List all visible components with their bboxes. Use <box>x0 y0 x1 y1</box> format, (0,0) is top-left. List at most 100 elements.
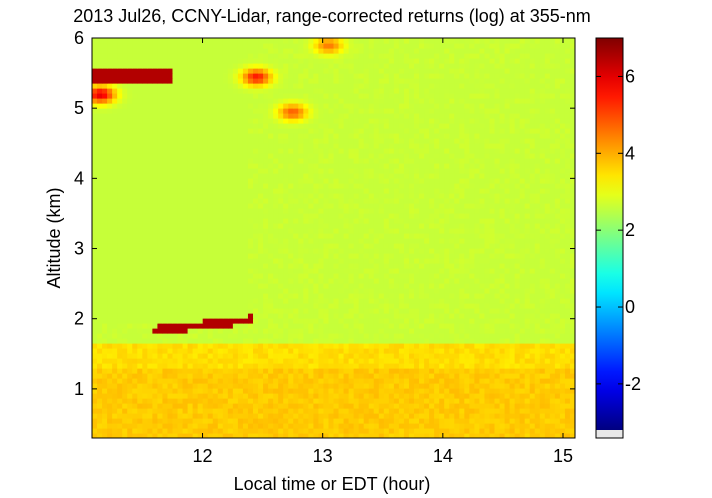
heatmap-cell <box>303 408 309 414</box>
heatmap-cell <box>559 408 566 414</box>
heatmap-cell <box>117 268 123 274</box>
heatmap-cell <box>363 183 370 189</box>
heatmap-cell <box>278 228 284 234</box>
heatmap-cell <box>474 213 481 219</box>
heatmap-cell <box>197 423 204 429</box>
heatmap-cell <box>434 268 440 274</box>
heatmap-cell <box>253 223 259 229</box>
heatmap-cell <box>117 348 123 354</box>
heatmap-cell <box>514 243 521 249</box>
heatmap-cell <box>489 258 496 264</box>
heatmap-cell <box>434 238 440 244</box>
heatmap-cell <box>172 213 179 219</box>
heatmap-cell <box>378 268 385 274</box>
heatmap-cell <box>142 208 148 214</box>
heatmap-cell <box>308 313 314 319</box>
heatmap-cell <box>529 188 536 194</box>
heatmap-cell <box>328 308 335 314</box>
heatmap-cell <box>172 278 179 284</box>
heatmap-cell <box>569 368 575 374</box>
heatmap-cell <box>102 263 108 269</box>
heatmap-cell <box>559 323 566 329</box>
heatmap-cell <box>102 268 108 274</box>
heatmap-cell <box>554 268 561 274</box>
heatmap-cell <box>459 248 465 254</box>
heatmap-cell <box>288 188 294 194</box>
heatmap-cell <box>559 203 566 209</box>
heatmap-cell <box>368 278 375 284</box>
heatmap-cell <box>499 273 506 279</box>
heatmap-cell <box>293 268 299 274</box>
heatmap-cell <box>534 208 541 214</box>
heatmap-cell <box>298 208 304 214</box>
heatmap-cell <box>429 258 435 264</box>
heatmap-cell <box>449 243 455 249</box>
heatmap-cell <box>509 323 516 329</box>
heatmap-cell <box>258 388 264 394</box>
heatmap-cell <box>559 333 566 339</box>
heatmap-cell <box>358 198 365 204</box>
heatmap-cell <box>112 293 118 299</box>
heatmap-cell <box>127 328 133 334</box>
heatmap-cell <box>217 433 224 438</box>
heatmap-cell <box>459 278 465 284</box>
heatmap-cell <box>444 223 450 229</box>
heatmap-cell <box>293 393 299 399</box>
heatmap-cell <box>202 398 209 404</box>
heatmap-cell <box>122 418 128 424</box>
heatmap-cell <box>474 203 481 209</box>
heatmap-cell <box>499 293 506 299</box>
heatmap-cell <box>237 243 244 249</box>
heatmap-cell <box>343 383 350 389</box>
heatmap-cell <box>247 378 254 384</box>
heatmap-cell <box>227 283 234 289</box>
heatmap-cell <box>504 248 511 254</box>
heatmap-cell <box>177 408 184 414</box>
heatmap-cell <box>253 213 259 219</box>
heatmap-cell <box>278 323 284 329</box>
heatmap-cell <box>268 233 274 239</box>
heatmap-cell <box>564 328 571 334</box>
heatmap-cell <box>398 423 405 429</box>
heatmap-cell <box>469 278 475 284</box>
heatmap-cell <box>494 328 501 334</box>
heatmap-cell <box>172 223 179 229</box>
heatmap-cell <box>449 248 455 254</box>
heatmap-cell <box>107 283 113 289</box>
heatmap-cell <box>408 338 415 344</box>
heatmap-cell <box>429 318 435 324</box>
heatmap-cell <box>524 238 531 244</box>
heatmap-cell <box>424 418 430 424</box>
heatmap-cell <box>454 433 460 438</box>
heatmap-cell <box>97 193 103 199</box>
heatmap-cell <box>117 183 123 189</box>
heatmap-cell <box>177 228 184 234</box>
heatmap-cell <box>107 388 113 394</box>
heatmap-cell <box>278 328 284 334</box>
heatmap-cell <box>182 368 189 374</box>
heatmap-cell <box>429 193 435 199</box>
heatmap-cell <box>494 258 501 264</box>
heatmap-cell <box>333 363 340 369</box>
heatmap-cell <box>328 388 335 394</box>
heatmap-cell <box>368 303 375 309</box>
heatmap-cell <box>227 423 234 429</box>
heatmap-cell <box>333 208 340 214</box>
heatmap-cell <box>539 433 546 438</box>
heatmap-cell <box>509 363 516 369</box>
heatmap-cell <box>554 193 561 199</box>
heatmap-cell <box>434 433 440 438</box>
heatmap-cell <box>112 408 118 414</box>
heatmap-cell <box>167 293 174 299</box>
heatmap-cell <box>559 358 566 364</box>
heatmap-cell <box>484 228 491 234</box>
heatmap-cell <box>534 203 541 209</box>
heatmap-cell <box>454 223 460 229</box>
heatmap-cell <box>268 423 274 429</box>
heatmap-cell <box>499 248 506 254</box>
heatmap-cell <box>258 413 264 419</box>
heatmap-cell <box>122 338 128 344</box>
heatmap-cell <box>479 213 486 219</box>
heatmap-cell <box>303 418 309 424</box>
heatmap-cell <box>313 388 320 394</box>
